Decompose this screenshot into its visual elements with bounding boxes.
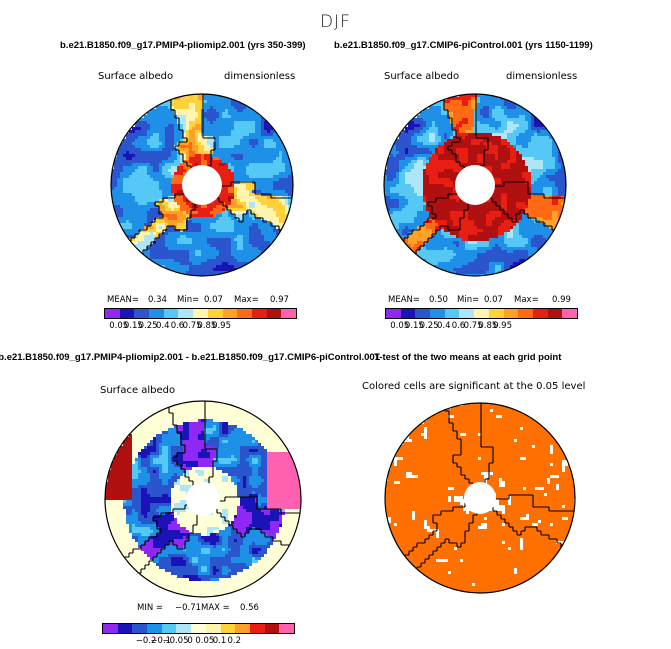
panel-2-variable: Surface albedo — [384, 71, 460, 82]
panel-1-max-label: Max= — [234, 295, 259, 305]
colorbar-swatch — [532, 309, 548, 318]
colorbar-swatch — [264, 624, 280, 633]
colorbar-swatch — [235, 624, 250, 633]
colorbar-swatch — [149, 309, 164, 318]
panel-1-title: b.e21.B1850.f09_g17.PMIP4-pliomip2.001 (… — [60, 40, 306, 51]
colorbar-swatch — [237, 309, 252, 318]
colorbar-tick-label: 0.4 — [437, 321, 451, 331]
colorbar-swatch — [220, 624, 236, 633]
colorbar-swatch — [207, 309, 223, 318]
panel-2-max-label: Max= — [514, 295, 539, 305]
panel-1-max: 0.97 — [270, 295, 289, 305]
colorbar-swatch — [132, 624, 148, 633]
panel-1-mean: 0.34 — [148, 295, 167, 305]
colorbar-swatch — [386, 309, 401, 318]
colorbar-tick-label: 0.85 — [478, 321, 498, 331]
colorbar-swatch — [518, 309, 533, 318]
colorbar-swatch — [193, 309, 208, 318]
panel-2-max: 0.99 — [552, 295, 571, 305]
albedo-map-pliomip — [110, 93, 294, 277]
panel-1-mean-label: MEAN= — [107, 295, 139, 305]
panel-2-min: 0.07 — [484, 295, 503, 305]
colorbar-tick-label: 0.05 — [109, 321, 129, 331]
colorbar-tick-label: −0.05 — [162, 636, 189, 646]
panel-3-variable: Surface albedo — [100, 385, 176, 396]
colorbar-swatch — [400, 309, 416, 318]
colorbar-tick-label: 0.05 — [390, 321, 410, 331]
colorbar-swatch — [488, 309, 504, 318]
colorbar-tick-label: 0.25 — [138, 321, 158, 331]
panel-4-title: T-test of the two means at each grid poi… — [374, 352, 562, 363]
colorbar-tick-label: 0.6 — [170, 321, 185, 331]
colorbar-swatch — [191, 624, 206, 633]
colorbar-tick-label: 0.1 — [212, 636, 227, 646]
colorbar-swatch — [222, 309, 238, 318]
panel-1-min: 0.07 — [204, 295, 223, 305]
colorbar-tick-label: 0.25 — [419, 321, 439, 331]
colorbar-tick-label: 0.6 — [451, 321, 466, 331]
colorbar-swatch — [117, 624, 133, 633]
colorbar-tick-label: −0.2 — [135, 636, 157, 646]
panel-1-units: dimensionless — [224, 71, 296, 82]
colorbar-tick-label: 0.2 — [227, 636, 241, 646]
panel-2-colorbar — [385, 308, 578, 319]
ttest-significance-map — [384, 402, 576, 594]
colorbar-swatch — [119, 309, 135, 318]
panel-3-colorbar — [102, 623, 295, 634]
colorbar-tick-label: 0.15 — [404, 321, 424, 331]
albedo-map-picontrol — [383, 93, 567, 277]
panel-3-max-label: MAX = — [201, 603, 230, 613]
colorbar-swatch — [249, 624, 265, 633]
colorbar-swatch — [503, 309, 519, 318]
colorbar-swatch — [103, 624, 118, 633]
colorbar-swatch — [134, 309, 150, 318]
colorbar-tick-label: 0.05 — [195, 636, 215, 646]
colorbar-swatch — [161, 624, 177, 633]
colorbar-tick-label: −0.1 — [150, 636, 172, 646]
panel-3-min: −0.71 — [175, 603, 202, 613]
albedo-difference-map — [104, 400, 302, 598]
colorbar-tick-label: 0.95 — [212, 321, 231, 331]
panel-2-mean: 0.50 — [429, 295, 448, 305]
colorbar-swatch — [279, 624, 294, 633]
colorbar-swatch — [547, 309, 563, 318]
colorbar-swatch — [562, 309, 577, 318]
colorbar-swatch — [281, 309, 296, 318]
panel-1-min-label: Min= — [177, 295, 200, 305]
colorbar-swatch — [415, 309, 431, 318]
panel-2-units: dimensionless — [506, 71, 578, 82]
page-title: DJF — [320, 12, 351, 32]
colorbar-swatch — [444, 309, 460, 318]
panel-3-title: b.e21.B1850.f09_g17.PMIP4-pliomip2.001 -… — [0, 352, 380, 363]
panel-1-variable: Surface albedo — [98, 71, 174, 82]
colorbar-swatch — [178, 309, 194, 318]
panel-4-subtitle: Colored cells are significant at the 0.0… — [362, 381, 586, 392]
colorbar-swatch — [430, 309, 445, 318]
colorbar-tick-label: 0.15 — [123, 321, 143, 331]
colorbar-tick-label: 0 — [187, 636, 193, 646]
colorbar-swatch — [147, 624, 162, 633]
colorbar-tick-label: 0.95 — [493, 321, 512, 331]
panel-2-min-label: Min= — [457, 295, 480, 305]
colorbar-swatch — [163, 309, 179, 318]
colorbar-tick-label: 0.75 — [182, 321, 202, 331]
panel-2-title: b.e21.B1850.f09_g17.CMIP6-piControl.001 … — [334, 40, 593, 51]
panel-1-colorbar — [104, 308, 297, 319]
colorbar-swatch — [474, 309, 489, 318]
colorbar-tick-label: 0.85 — [197, 321, 217, 331]
colorbar-swatch — [251, 309, 267, 318]
colorbar-tick-label: 0.4 — [156, 321, 170, 331]
panel-3-min-label: MIN = — [137, 603, 164, 613]
panel-2-mean-label: MEAN= — [388, 295, 420, 305]
colorbar-swatch — [176, 624, 192, 633]
colorbar-swatch — [459, 309, 475, 318]
colorbar-swatch — [105, 309, 120, 318]
colorbar-tick-label: 0.75 — [463, 321, 483, 331]
colorbar-swatch — [266, 309, 282, 318]
panel-3-max: 0.56 — [240, 603, 259, 613]
colorbar-swatch — [205, 624, 221, 633]
